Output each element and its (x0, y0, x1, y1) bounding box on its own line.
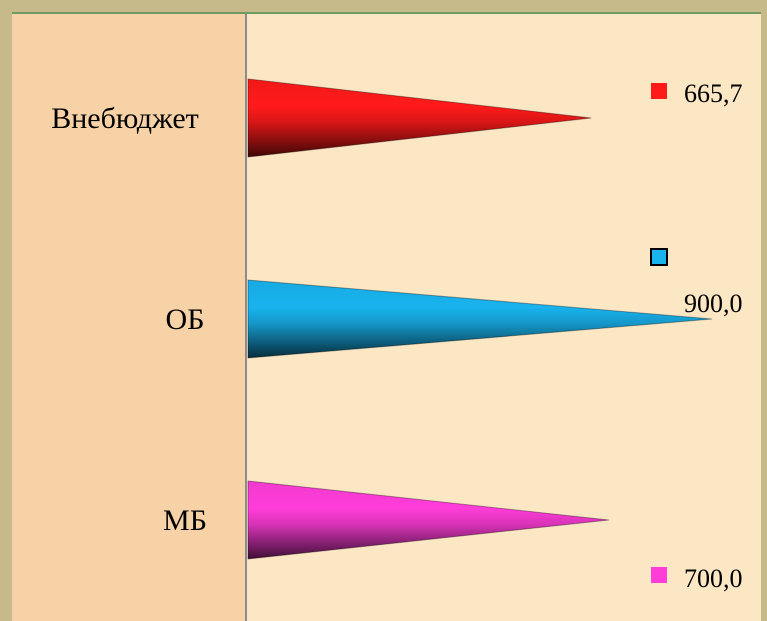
legend-marker-1 (651, 83, 667, 99)
legend-marker-3 (651, 567, 667, 583)
value-label-1: 665,7 (684, 79, 743, 108)
value-label-3: 700,0 (684, 564, 743, 593)
bars-layer (247, 78, 713, 560)
value-label-2: 900,0 (684, 289, 743, 318)
bar-2 (247, 279, 713, 359)
bar-3 (247, 480, 609, 560)
legend-marker-2 (650, 248, 668, 266)
bar-1 (247, 78, 592, 158)
cat-label-vnebudzhet: Внебюджет (51, 102, 199, 135)
cat-label-ob: ОБ (166, 303, 205, 336)
labels-layer: Внебюджет 665,7 ОБ 900,0 МБ 700,0 (51, 79, 742, 593)
cat-label-mb: МБ (163, 504, 207, 537)
category-panel (12, 14, 245, 621)
